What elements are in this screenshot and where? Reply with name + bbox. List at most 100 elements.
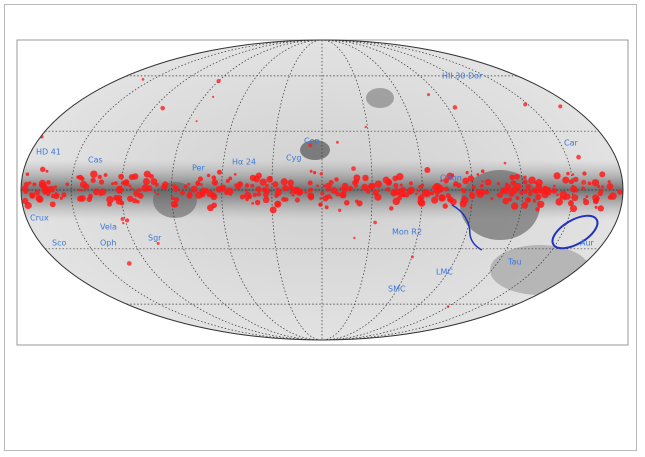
- source: [289, 185, 294, 189]
- source: [373, 220, 377, 225]
- label: Car: [564, 139, 578, 148]
- source: [251, 202, 255, 205]
- source: [582, 171, 587, 176]
- source: [541, 191, 549, 199]
- source: [22, 197, 29, 205]
- source: [81, 189, 84, 192]
- source: [410, 255, 414, 259]
- source: [508, 190, 515, 197]
- source: [46, 180, 51, 185]
- source: [426, 93, 431, 97]
- source: [255, 172, 262, 179]
- source: [293, 186, 301, 195]
- source: [307, 180, 313, 186]
- source: [153, 190, 157, 194]
- dark-region: [300, 140, 330, 160]
- source: [199, 183, 203, 186]
- source: [186, 193, 192, 199]
- source: [532, 198, 537, 203]
- source: [170, 196, 175, 200]
- source: [187, 182, 191, 186]
- source: [558, 104, 563, 109]
- source: [566, 171, 570, 176]
- source: [120, 217, 125, 221]
- source: [531, 188, 537, 194]
- source: [553, 172, 561, 180]
- label: Cep: [304, 137, 320, 146]
- source: [325, 182, 332, 190]
- source: [418, 199, 422, 203]
- source: [418, 194, 425, 201]
- source: [479, 184, 484, 188]
- source: [319, 171, 324, 176]
- source: [446, 305, 450, 308]
- source: [503, 189, 509, 195]
- label: Hα 24: [232, 158, 256, 167]
- source: [137, 192, 144, 199]
- source: [122, 221, 125, 225]
- source: [284, 197, 289, 202]
- source: [103, 173, 108, 177]
- source: [98, 179, 105, 185]
- source: [326, 189, 330, 192]
- label: Cas: [88, 156, 103, 165]
- source: [435, 193, 439, 197]
- source: [496, 181, 501, 186]
- source: [195, 120, 198, 123]
- source: [244, 183, 250, 188]
- source: [490, 197, 494, 201]
- source: [481, 180, 484, 183]
- source: [269, 206, 277, 214]
- source: [382, 176, 390, 184]
- source: [341, 187, 348, 194]
- source: [551, 187, 557, 194]
- source: [398, 188, 406, 196]
- source: [364, 125, 367, 129]
- source: [330, 187, 338, 194]
- source: [520, 190, 524, 194]
- source: [597, 205, 604, 212]
- source: [274, 201, 281, 207]
- source: [28, 181, 32, 185]
- source: [500, 189, 503, 193]
- source: [262, 196, 270, 204]
- source: [255, 186, 262, 193]
- source: [136, 199, 140, 204]
- source: [480, 169, 485, 174]
- source: [585, 195, 589, 199]
- source: [312, 171, 317, 175]
- source: [149, 173, 154, 179]
- source: [587, 181, 592, 186]
- source: [174, 185, 179, 190]
- contour: [551, 214, 599, 250]
- source: [343, 199, 350, 206]
- source: [581, 186, 586, 191]
- source: [597, 190, 603, 197]
- source: [361, 183, 369, 191]
- source: [272, 181, 279, 188]
- source: [106, 195, 114, 204]
- source: [219, 186, 224, 192]
- source: [368, 182, 376, 190]
- source: [307, 189, 311, 193]
- source: [556, 193, 559, 197]
- source: [467, 175, 475, 182]
- source: [403, 192, 410, 198]
- label: Sco: [52, 239, 66, 248]
- source: [392, 175, 399, 182]
- source: [521, 201, 529, 209]
- source: [569, 200, 573, 203]
- source: [523, 189, 528, 194]
- source: [568, 179, 574, 185]
- source: [535, 207, 540, 212]
- source: [461, 188, 467, 194]
- source: [142, 177, 150, 185]
- source: [156, 192, 160, 196]
- source: [354, 183, 358, 188]
- source: [452, 105, 458, 110]
- source: [509, 174, 516, 181]
- source: [347, 185, 353, 192]
- source: [334, 177, 339, 182]
- source: [265, 183, 269, 188]
- source: [161, 183, 168, 191]
